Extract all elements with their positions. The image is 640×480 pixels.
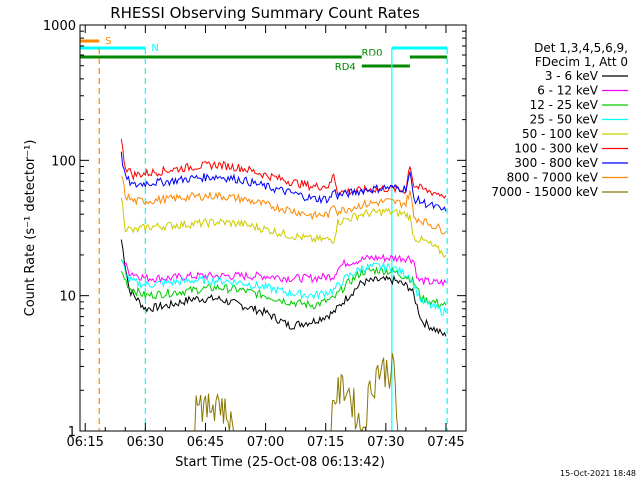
legend-label-9: 7000 - 15000 keV	[491, 185, 598, 199]
legend-label-7: 300 - 800 keV	[514, 156, 598, 170]
x-tick-label-6: 07:30	[367, 435, 404, 450]
series-line-7	[120, 151, 447, 212]
x-tick-label-1: 06:15	[66, 435, 103, 450]
plot-frame	[79, 24, 467, 432]
legend-label-3: 12 - 25 keV	[530, 98, 599, 112]
series-line-3	[120, 266, 447, 310]
timestamp: 15-Oct-2021 18:48	[560, 469, 636, 478]
legend-label-8: 800 - 7000 keV	[507, 171, 599, 185]
x-tick-label-2: 06:30	[127, 435, 164, 450]
legend-label-6: 100 - 300 keV	[514, 142, 598, 156]
legend-label-5: 50 - 100 keV	[522, 127, 599, 141]
x-tick-label-7: 07:45	[427, 435, 464, 450]
y-axis-label: Count Rate (s⁻¹ detector⁻¹)	[23, 140, 38, 317]
legend-header-1: Det 1,3,4,5,6,9,	[534, 41, 628, 55]
legend: Det 1,3,4,5,6,9, FDecim 1, Att 0 3 - 6 k…	[491, 41, 628, 199]
series-line-1	[120, 239, 447, 337]
flag-label-5: RD4	[335, 62, 356, 73]
flag-label-4: RD0	[361, 48, 382, 59]
x-tick-label-5: 07:15	[307, 435, 344, 450]
series-line-9	[193, 353, 399, 433]
series-line-8	[120, 176, 447, 235]
x-tick-label-3: 06:45	[187, 435, 224, 450]
y-tick-label-3: 100	[51, 154, 76, 169]
flag-label-2: N	[151, 43, 158, 54]
series-line-4	[120, 258, 447, 316]
legend-label-1: 3 - 6 keV	[545, 69, 599, 83]
axes: 1 10 100 1000 06:15 06:30 06:45 07:00 07:15 07:30…	[43, 19, 467, 450]
y-tick-label-1: 1	[68, 425, 76, 440]
series-line-2	[120, 253, 447, 288]
y-tick-label-2: 10	[59, 290, 76, 305]
x-tick-label-4: 07:00	[247, 435, 284, 450]
instrument-flags: S N RD0 RD4	[80, 36, 448, 73]
series-line-5	[120, 197, 447, 259]
y-tick-label-4: 1000	[43, 19, 76, 34]
legend-label-4: 25 - 50 keV	[530, 113, 599, 127]
x-axis-label: Start Time (25-Oct-08 06:13:42)	[175, 455, 385, 470]
flag-label-1: S	[105, 36, 111, 47]
series-line-6	[120, 138, 447, 199]
chart-title: RHESSI Observing Summary Count Rates	[110, 4, 420, 22]
legend-header-2: FDecim 1, Att 0	[535, 55, 628, 69]
plot-area	[120, 138, 447, 433]
legend-label-2: 6 - 12 keV	[537, 84, 599, 98]
